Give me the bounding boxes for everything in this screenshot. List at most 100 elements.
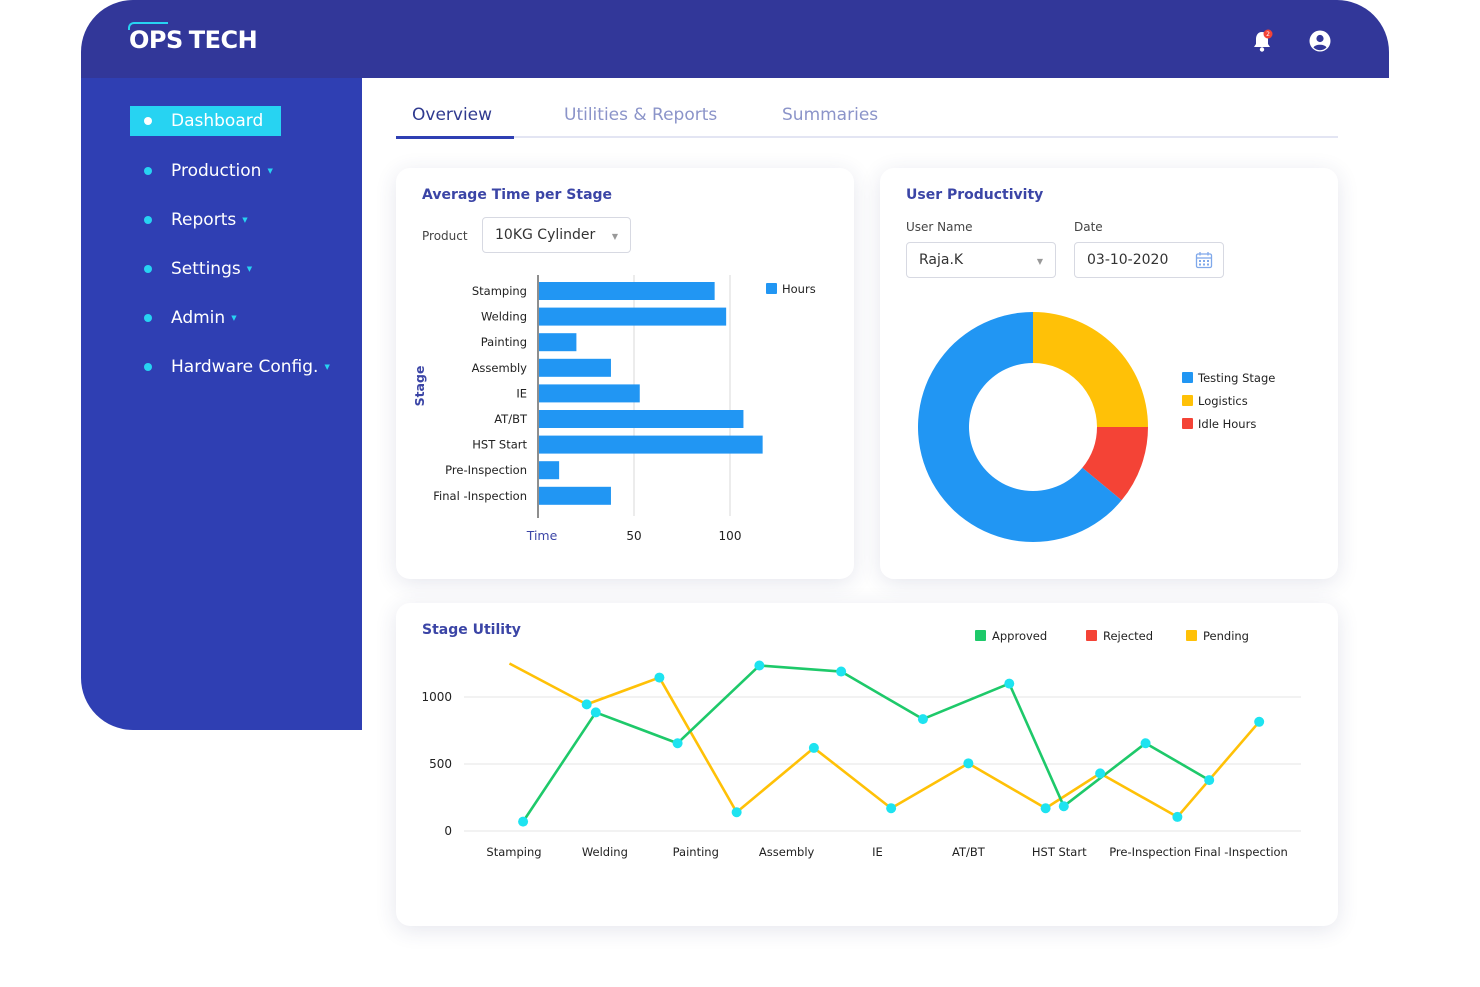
sidebar-item-label: Dashboard [171, 111, 264, 131]
user-name-value: Raja.K [919, 252, 964, 268]
x-tick-label: 50 [626, 529, 641, 543]
user-account-icon[interactable] [1307, 28, 1333, 54]
x-tick-label: 100 [719, 529, 742, 543]
y-tick-label: 500 [429, 757, 452, 771]
bar [539, 435, 763, 454]
bar [539, 307, 727, 326]
category-label: Pre-Inspection [445, 463, 527, 477]
data-point [518, 816, 529, 827]
legend-swatch [1086, 630, 1097, 641]
product-select-value: 10KG Cylinder [495, 227, 596, 243]
bullet-icon [144, 117, 152, 125]
legend-label: Hours [782, 282, 816, 296]
sidebar-item-hardware-config[interactable]: Hardware Config. ▼ [130, 352, 348, 382]
x-tick-label: HST Start [1032, 845, 1087, 859]
sidebar-item-label: Production [171, 161, 262, 181]
category-label: IE [516, 386, 527, 400]
user-productivity-card: User Productivity User Name Raja.K ▼ Dat… [880, 168, 1338, 579]
category-label: Final -Inspection [433, 489, 527, 503]
y-axis-label: Stage [412, 366, 427, 407]
chevron-down-icon: ▼ [1036, 257, 1043, 266]
donut-slice [1033, 312, 1148, 427]
logo-tech: TECH [188, 26, 258, 54]
sidebar-item-label: Settings [171, 259, 241, 279]
user-name-label: User Name [906, 220, 973, 234]
x-tick-label: Stamping [486, 845, 541, 859]
date-input[interactable]: 03-10-2020 [1074, 242, 1224, 278]
chevron-down-icon: ▼ [267, 167, 273, 175]
x-tick-label: Pre-Inspection [1109, 845, 1191, 859]
top-header: OPS TECH 2 [81, 0, 1389, 78]
donut-slice [1082, 427, 1148, 501]
data-point [1095, 768, 1106, 779]
data-point [1040, 803, 1051, 814]
sidebar-item-label: Admin [171, 308, 226, 328]
category-label: Painting [481, 335, 527, 349]
line-chart: 0 500 1000 Stamping Welding Painting Assembly… [421, 629, 1301, 859]
date-label: Date [1074, 220, 1103, 234]
bullet-icon [144, 314, 152, 322]
bar [539, 486, 611, 505]
brand-logo[interactable]: OPS TECH [128, 22, 258, 54]
chevron-down-icon: ▼ [324, 363, 330, 371]
data-point [581, 699, 592, 710]
calendar-icon[interactable] [1195, 251, 1213, 273]
x-tick-label: Welding [582, 845, 628, 859]
legend-swatch [1182, 372, 1193, 383]
notification-count: 2 [1266, 31, 1270, 38]
bar [539, 282, 715, 300]
data-point [672, 738, 683, 749]
tab-summaries[interactable]: Summaries [782, 105, 879, 125]
series-line [508, 662, 1261, 819]
category-label: Assembly [472, 361, 528, 375]
active-tab-indicator [396, 136, 514, 139]
data-point [917, 714, 928, 725]
legend-swatch [1182, 418, 1193, 429]
legend-label: Idle Hours [1198, 417, 1256, 431]
logo-ops: OPS [128, 22, 183, 54]
chevron-down-icon: ▼ [242, 216, 248, 224]
x-tick-label: Painting [673, 845, 719, 859]
x-tick-label: Final -Inspection [1194, 845, 1288, 859]
data-point [654, 672, 665, 683]
bar [539, 410, 744, 428]
x-tick-label: Assembly [759, 845, 815, 859]
x-tick-label: AT/BT [952, 845, 986, 859]
user-name-select[interactable]: Raja.K ▼ [906, 242, 1056, 278]
data-point [836, 666, 847, 677]
y-tick-label: 0 [444, 824, 452, 838]
sidebar-item-production[interactable]: Production ▼ [130, 156, 291, 186]
data-point [1172, 811, 1183, 822]
sidebar-item-settings[interactable]: Settings ▼ [130, 254, 270, 284]
data-point [963, 758, 974, 769]
bullet-icon [144, 363, 152, 371]
legend-swatch [766, 283, 777, 294]
data-point [1254, 716, 1265, 727]
tab-overview[interactable]: Overview [412, 105, 493, 125]
bullet-icon [144, 265, 152, 273]
data-point [808, 742, 819, 753]
tab-utilities-reports[interactable]: Utilities & Reports [564, 105, 718, 125]
y-tick-label: 1000 [421, 690, 452, 704]
legend-label: Logistics [1198, 394, 1248, 408]
chevron-down-icon: ▼ [611, 232, 618, 241]
bar [539, 358, 611, 377]
bullet-icon [144, 167, 152, 175]
product-label: Product [422, 229, 468, 243]
legend-swatch [975, 630, 986, 641]
x-tick-label: IE [872, 845, 883, 859]
category-label: HST Start [472, 438, 527, 452]
sidebar-item-label: Hardware Config. [171, 357, 319, 377]
legend-label: Pending [1203, 629, 1249, 643]
notification-bell-icon[interactable]: 2 [1249, 28, 1275, 54]
sidebar-item-admin[interactable]: Admin ▼ [130, 303, 255, 333]
data-point [1140, 738, 1151, 749]
sidebar-item-reports[interactable]: Reports ▼ [130, 205, 266, 235]
category-label: Welding [481, 310, 527, 324]
sidebar-item-dashboard[interactable]: Dashboard [130, 106, 282, 136]
legend-label: Testing Stage [1197, 371, 1275, 385]
sidebar-item-label: Reports [171, 210, 237, 230]
card-title: Average Time per Stage [422, 187, 613, 203]
category-label: Stamping [472, 284, 527, 298]
product-select[interactable]: 10KG Cylinder ▼ [482, 217, 631, 253]
